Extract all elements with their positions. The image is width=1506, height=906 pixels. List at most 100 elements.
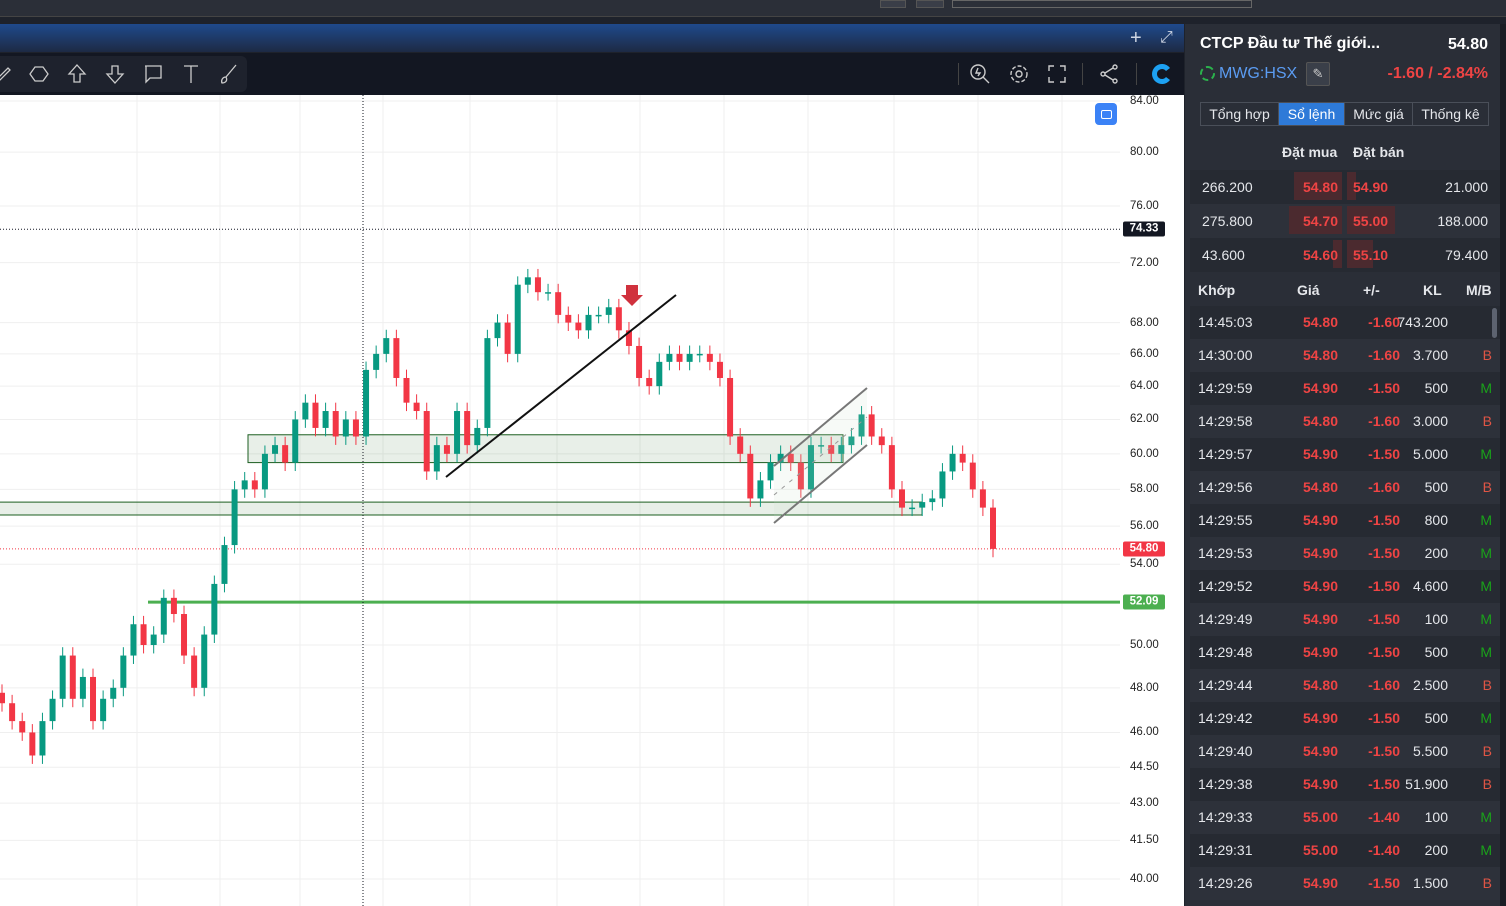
candle-body (454, 411, 461, 454)
orderbook-row[interactable]: 275.800 54.70 55.00 188.000 (1190, 204, 1500, 238)
trade-change: -1.40 (1368, 842, 1400, 858)
price-axis-label: 44.50 (1130, 761, 1159, 774)
arrow-up-icon[interactable] (65, 62, 89, 86)
fullscreen-icon[interactable] (1045, 62, 1069, 86)
price-axis-label: 80.00 (1130, 146, 1159, 159)
brush-icon[interactable] (217, 62, 241, 86)
candle-body (868, 414, 875, 437)
trade-change: -1.60 (1368, 479, 1400, 495)
edit-button[interactable]: ✎ (1306, 62, 1330, 86)
trade-price: 54.90 (1302, 446, 1338, 462)
arrow-down-icon[interactable] (103, 62, 127, 86)
share-icon[interactable] (1097, 62, 1121, 86)
trade-side: B (1482, 413, 1492, 429)
bid-price[interactable]: 54.60 (1302, 247, 1338, 263)
price-axis-label: 60.00 (1130, 447, 1159, 460)
trade-row: 14:30:00 54.80 -1.60 3.700 B (1190, 339, 1500, 372)
trade-side: M (1480, 446, 1492, 462)
trade-time: 14:29:38 (1198, 776, 1253, 792)
candle-body (807, 445, 814, 490)
callout-icon[interactable] (141, 62, 165, 86)
bid-price[interactable]: 54.80 (1302, 179, 1338, 195)
col-time: Khớp (1198, 282, 1236, 298)
trade-row: 14:29:33 55.00 -1.40 100 M (1190, 801, 1500, 834)
trade-side: M (1480, 578, 1492, 594)
trade-row: 14:29:53 54.90 -1.50 200 M (1190, 537, 1500, 570)
bid-volume: 275.800 (1202, 213, 1253, 229)
candle-body (787, 453, 794, 463)
candle-body (403, 377, 410, 403)
candle-body (181, 614, 188, 656)
orderbook-row[interactable]: 266.200 54.80 54.90 21.000 (1190, 170, 1500, 204)
search-input[interactable] (952, 0, 1252, 8)
candle-body (595, 314, 602, 317)
current-price: 54.80 (1447, 36, 1488, 53)
trade-change: -1.50 (1368, 776, 1400, 792)
gear-icon[interactable] (1007, 62, 1031, 86)
tab-so-lenh[interactable]: Sổ lệnh (1279, 103, 1345, 125)
candle-body (706, 353, 713, 362)
trade-side: B (1482, 677, 1492, 693)
candle-body (90, 676, 97, 722)
candle-body (19, 721, 26, 733)
support-price-tag: 52.09 (1123, 594, 1165, 610)
tab-muc-gia[interactable]: Mức giá (1345, 103, 1413, 125)
ask-volume: 79.400 (1445, 247, 1488, 263)
symbol-link[interactable]: MWG:HSX (1219, 65, 1298, 82)
trade-change: -1.60 (1368, 347, 1400, 363)
bid-volume: 43.600 (1202, 247, 1245, 263)
price-axis-label: 62.00 (1130, 413, 1159, 426)
candle-body (413, 402, 420, 412)
price-axis-label: 50.00 (1130, 639, 1159, 651)
trade-change: -1.50 (1368, 380, 1400, 396)
trade-volume: 500 (1424, 479, 1448, 495)
polygon-icon[interactable] (27, 62, 51, 86)
candle-body (363, 369, 370, 437)
zoom-icon[interactable] (968, 62, 992, 86)
candle-body (474, 427, 481, 446)
ask-price[interactable]: 55.10 (1353, 247, 1389, 263)
pencil-icon: ✎ (1312, 66, 1324, 81)
trade-price: 54.90 (1302, 512, 1338, 528)
trade-volume: 200 (1424, 545, 1448, 561)
ask-price[interactable]: 55.00 (1353, 213, 1389, 229)
trade-change: -1.40 (1368, 809, 1400, 825)
candle-body (49, 698, 56, 722)
trade-row: 14:29:52 54.90 -1.50 4.600 M (1190, 570, 1500, 603)
candle-body (959, 453, 966, 463)
tab-tong-hop[interactable]: Tổng hợp (1201, 103, 1279, 125)
trade-change: -1.60 (1368, 413, 1400, 429)
tab-thong-ke[interactable]: Thống kê (1421, 106, 1480, 122)
trade-volume: 4.600 (1412, 578, 1448, 594)
trade-price: 54.80 (1302, 479, 1338, 495)
trade-volume: 200 (1424, 842, 1448, 858)
price-chart[interactable]: 84.00 80.00 76.00 72.00 68.00 66.00 64.00 62.00… (0, 95, 1184, 906)
orderbook-row[interactable]: 43.600 54.60 55.10 79.400 (1190, 238, 1500, 272)
trade-price: 54.90 (1302, 611, 1338, 627)
candle-body (251, 480, 258, 490)
price-axis-label: 54.00 (1130, 558, 1159, 571)
reset-view-button[interactable] (1095, 103, 1117, 125)
text-icon[interactable] (179, 62, 203, 86)
ask-price[interactable]: 54.90 (1353, 179, 1389, 195)
trade-price: 54.90 (1302, 578, 1338, 594)
trade-price: 55.00 (1302, 842, 1338, 858)
candle-body (0, 692, 5, 704)
candle-body (545, 292, 552, 294)
candle-body (504, 322, 511, 354)
chart-canvas[interactable] (0, 95, 1184, 906)
candle-body (39, 721, 46, 756)
price-axis-label: 41.50 (1130, 834, 1159, 847)
menu-button[interactable] (916, 0, 944, 8)
expand-icon[interactable]: ⤢ (1160, 29, 1173, 46)
pen-icon[interactable] (0, 62, 14, 86)
bid-price[interactable]: 54.70 (1302, 213, 1338, 229)
trade-row: 14:29:55 54.90 -1.50 800 M (1190, 504, 1500, 537)
trade-row: 14:29:58 54.80 -1.60 3.000 B (1190, 405, 1500, 438)
add-button[interactable]: + (1130, 27, 1142, 49)
col-side: M/B (1466, 282, 1492, 298)
trade-side: B (1482, 743, 1492, 759)
candle-body (373, 353, 380, 370)
trades-scrollbar[interactable] (1492, 308, 1497, 338)
layout-button[interactable] (880, 0, 906, 8)
